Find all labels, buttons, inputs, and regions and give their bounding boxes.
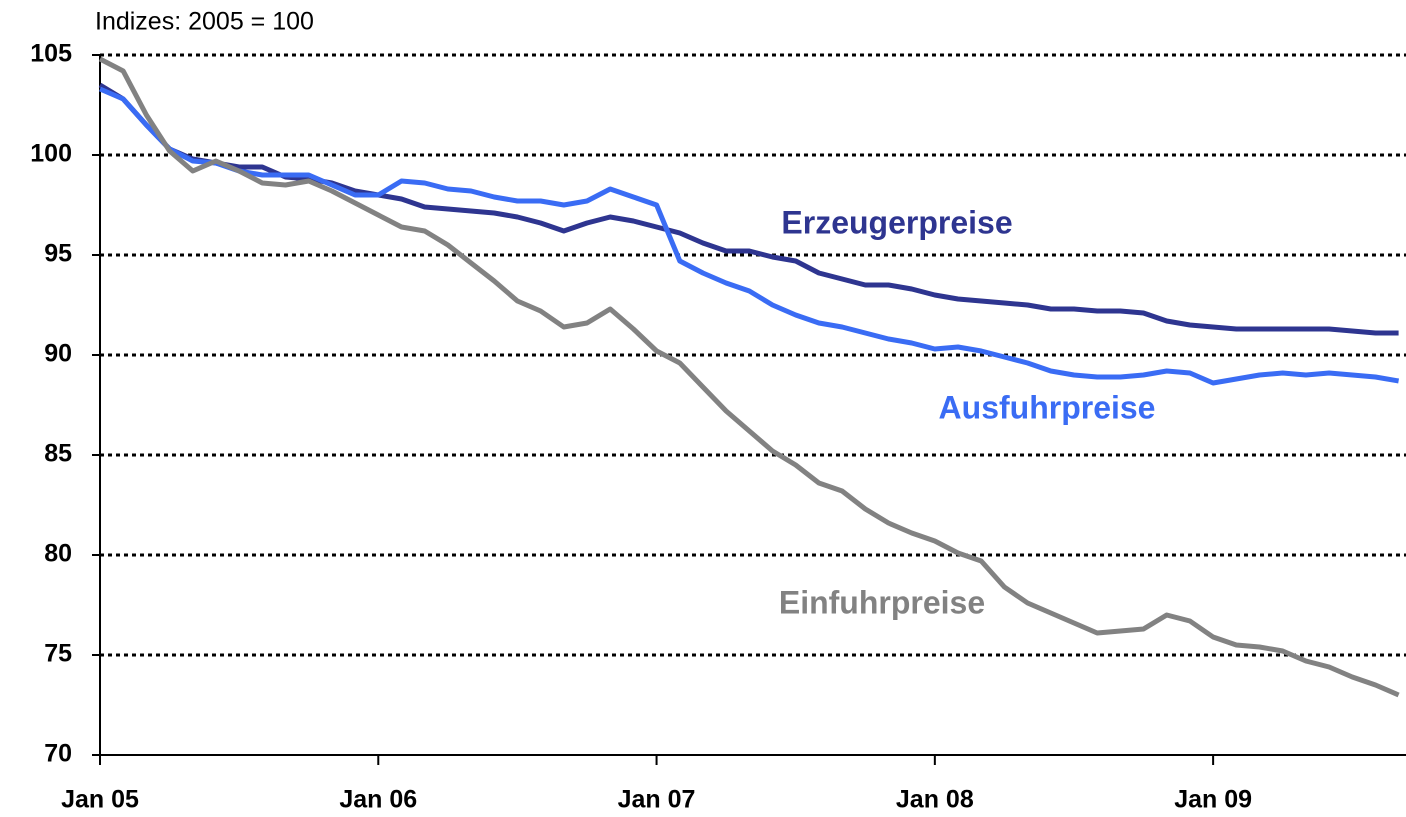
y-tick-label: 80 xyxy=(44,540,72,568)
x-tick-label: Jan 08 xyxy=(896,786,974,814)
series-label: Einfuhrpreise xyxy=(779,584,985,620)
y-tick-label: 100 xyxy=(30,140,72,168)
y-tick-label: 105 xyxy=(30,40,72,68)
y-tick-label: 70 xyxy=(44,740,72,768)
series-line xyxy=(98,82,1399,336)
series-label: Erzeugerpreise xyxy=(781,204,1012,240)
y-tick-label: 75 xyxy=(44,640,72,668)
x-tick-label: Jan 07 xyxy=(618,786,696,814)
y-tick-label: 90 xyxy=(44,340,72,368)
y-tick-label: 95 xyxy=(44,240,72,268)
chart-subtitle: Indizes: 2005 = 100 xyxy=(95,8,314,36)
series-label: Ausfuhrpreise xyxy=(939,389,1156,425)
x-tick-label: Jan 06 xyxy=(339,786,417,814)
series-line xyxy=(99,86,1400,386)
y-tick-label: 85 xyxy=(44,440,72,468)
series-line xyxy=(98,56,1400,698)
x-tick-label: Jan 05 xyxy=(61,786,139,814)
x-tick-label: Jan 09 xyxy=(1174,786,1252,814)
